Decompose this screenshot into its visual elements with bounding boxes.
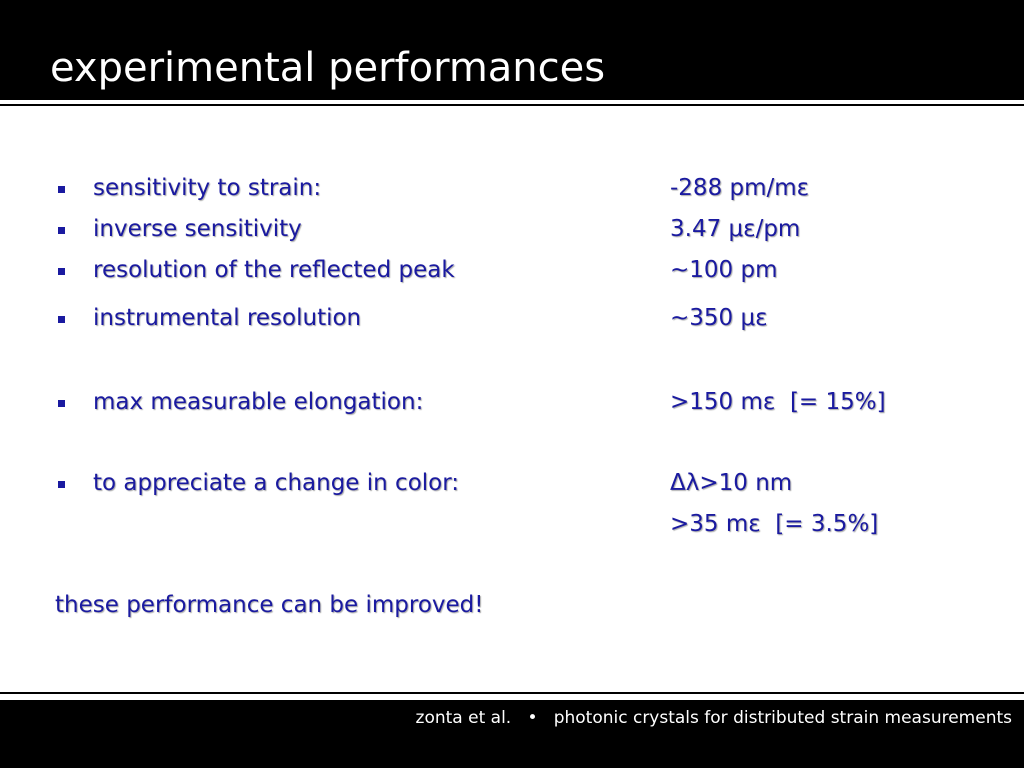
item-label: resolution of the reflected peak <box>93 257 455 283</box>
item-value: >150 mε [= 15%] <box>670 389 886 415</box>
bullet <box>58 186 65 193</box>
item-label: sensitivity to strain: <box>93 175 322 201</box>
bullet <box>58 227 65 234</box>
item-value: ~350 με <box>670 305 768 331</box>
footer-bar: zonta et al. • photonic crystals for dis… <box>0 700 1024 768</box>
item-value: Δλ>10 nm <box>670 470 793 496</box>
bullet <box>58 400 65 407</box>
item-value: -288 pm/mε <box>670 175 810 201</box>
footer-subtitle: photonic crystals for distributed strain… <box>553 708 1012 728</box>
conclusion: these performance can be improved! <box>55 592 484 618</box>
bullet <box>58 481 65 488</box>
rule <box>0 104 1024 106</box>
footer: zonta et al. • photonic crystals for dis… <box>416 708 1012 728</box>
bullet <box>58 268 65 275</box>
item-label: max measurable elongation: <box>93 389 424 415</box>
bullet <box>58 316 65 323</box>
item-value: 3.47 με/pm <box>670 216 801 242</box>
item-label: inverse sensitivity <box>93 216 302 242</box>
footer-author: zonta et al. <box>415 708 512 728</box>
rule <box>0 692 1024 694</box>
footer-separator: • <box>527 708 538 728</box>
item-label: to appreciate a change in color: <box>93 470 460 496</box>
item-value: ~100 pm <box>670 257 778 283</box>
title: experimental performances <box>50 45 606 91</box>
item-label: instrumental resolution <box>93 305 362 331</box>
header-bar: experimental performances <box>0 0 1024 100</box>
item-value: >35 mε [= 3.5%] <box>670 511 879 537</box>
